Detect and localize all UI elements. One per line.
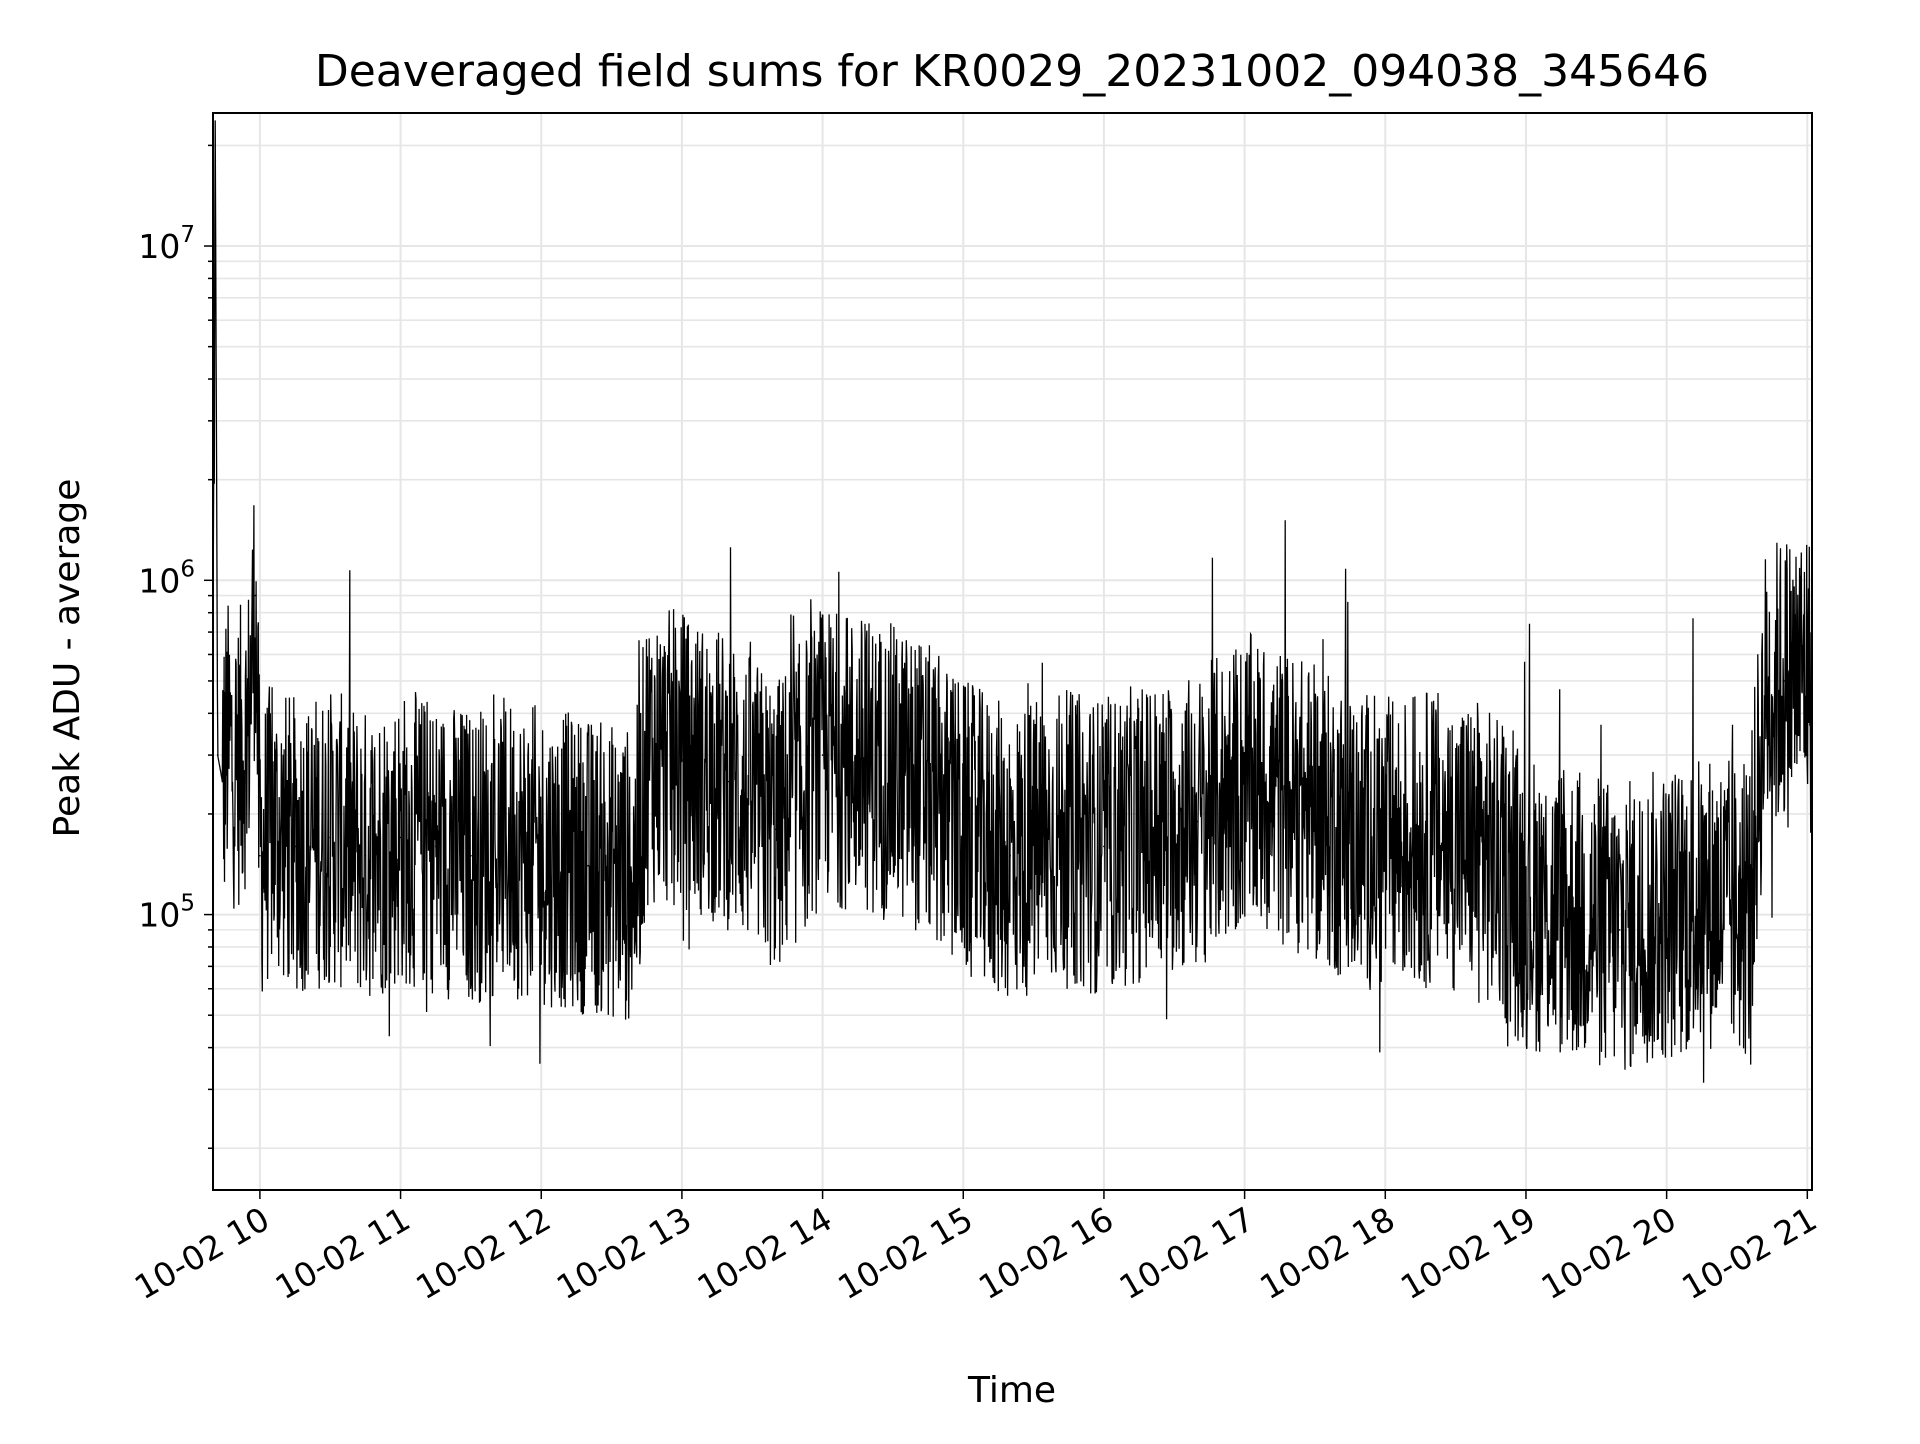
data-point: [259, 854, 261, 857]
data-point: [399, 836, 402, 839]
data-point: [270, 828, 273, 831]
data-point: [221, 780, 224, 783]
data-point: [1665, 913, 1668, 916]
data-point: [505, 845, 507, 848]
data-point: [1525, 899, 1527, 902]
data-point: [1806, 666, 1809, 668]
x-axis-label: Time: [967, 1370, 1056, 1411]
series-line: [212, 120, 1813, 1083]
data-point: [868, 764, 871, 766]
data-point: [470, 854, 472, 857]
plot-frame: [212, 112, 1813, 1191]
data-point: [216, 754, 219, 756]
data-point: [1572, 913, 1574, 916]
data-point: [235, 764, 238, 766]
y-tick-label: 106: [138, 556, 195, 600]
data-point: [540, 854, 542, 857]
data-point: [254, 594, 256, 597]
data-point: [728, 780, 730, 783]
data-point: [294, 845, 296, 848]
data-point: [634, 875, 636, 878]
data-point: [1783, 680, 1785, 682]
data-point: [915, 780, 918, 783]
y-tick-label: 107: [138, 222, 195, 266]
data-point: [1337, 828, 1340, 831]
y-axis-label: Peak ADU - average: [47, 479, 88, 838]
data-point: [1384, 845, 1387, 848]
data-point: [226, 744, 228, 747]
data-point: [681, 759, 683, 761]
data-point: [821, 754, 824, 756]
data-point: [364, 854, 367, 857]
data-point: [587, 864, 589, 867]
data-point: [962, 828, 965, 831]
data-point: [1243, 780, 1246, 783]
data-point: [1196, 820, 1199, 823]
data-point: [1478, 845, 1480, 848]
data-point: [434, 845, 437, 848]
y-tick-label: 105: [138, 891, 195, 935]
series-layer: [212, 120, 1813, 1083]
data-point: [247, 731, 249, 734]
data-point: [774, 828, 777, 831]
data-point: [329, 836, 332, 839]
data-point: [1290, 799, 1293, 801]
data-point: [1618, 929, 1621, 931]
data-point: [1150, 828, 1152, 831]
data-point: [1431, 836, 1433, 839]
data-point: [1764, 695, 1766, 697]
data-point: [1009, 854, 1011, 857]
data-point: [1747, 913, 1750, 916]
data-point: [1103, 845, 1105, 848]
data-point: [1056, 836, 1058, 839]
data-point: [645, 754, 648, 756]
chart-title: Deaveraged field sums for KR0029_2023100…: [315, 46, 1709, 97]
data-point: [1712, 899, 1715, 902]
data-point: [214, 159, 217, 162]
